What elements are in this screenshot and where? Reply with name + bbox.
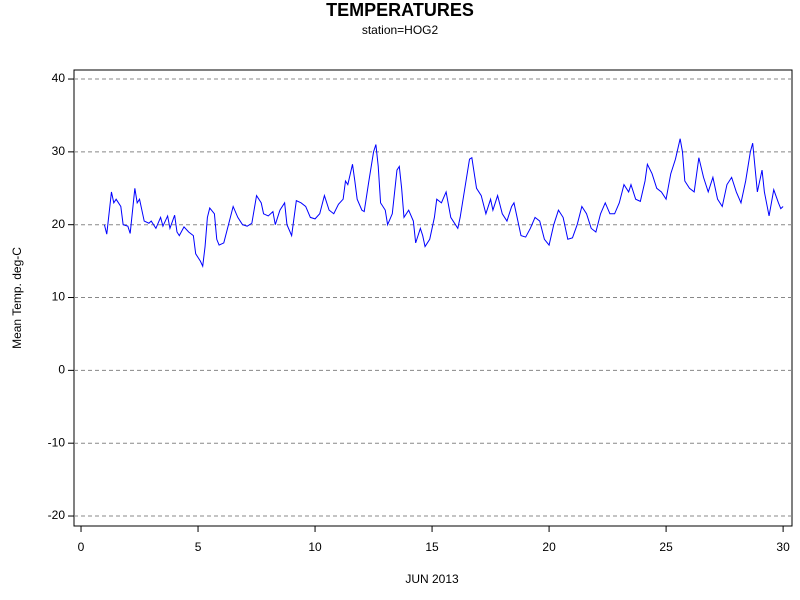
- y-tick-label: 30: [52, 144, 66, 158]
- chart-title: TEMPERATURES: [326, 0, 474, 20]
- y-tick-label: -10: [48, 435, 66, 449]
- y-tick-label: 0: [58, 363, 65, 377]
- y-axis-label: Mean Temp. deg-C: [10, 247, 24, 349]
- y-tick-label: 40: [52, 71, 66, 85]
- x-tick-label: 0: [78, 540, 85, 554]
- x-axis-label: JUN 2013: [405, 572, 459, 586]
- y-tick-label: 10: [52, 290, 66, 304]
- x-tick-label: 10: [308, 540, 322, 554]
- x-tick-label: 25: [659, 540, 673, 554]
- x-tick-label: 5: [195, 540, 202, 554]
- x-tick-label: 15: [425, 540, 439, 554]
- x-tick-label: 30: [776, 540, 790, 554]
- x-tick-label: 20: [542, 540, 556, 554]
- y-tick-label: -20: [48, 508, 66, 522]
- data-line: [103, 138, 784, 269]
- chart-subtitle: station=HOG2: [362, 23, 439, 37]
- y-tick-label: 20: [52, 217, 66, 231]
